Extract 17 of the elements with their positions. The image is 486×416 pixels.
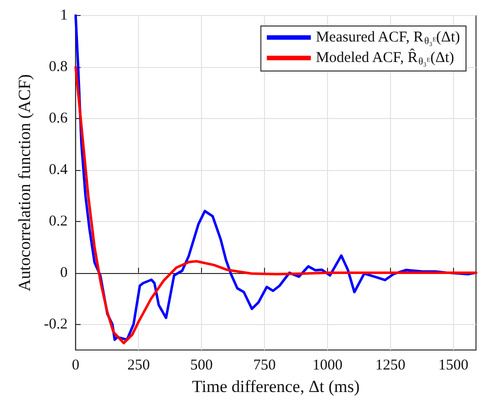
- x-tick-label: 0: [72, 358, 80, 374]
- y-tick-label: -0.2: [44, 316, 68, 332]
- y-axis-title: Autocorrelation function (ACF): [15, 74, 34, 292]
- y-tick-label: 0.6: [48, 110, 68, 126]
- line-series: [74, 66, 478, 344]
- y-tick-label: 0.8: [48, 58, 68, 75]
- y-tick-label: 0.4: [48, 162, 68, 178]
- x-tick-label: 1000: [312, 358, 342, 374]
- y-tick-label: 1: [60, 8, 68, 24]
- x-tick-label: 250: [127, 358, 150, 374]
- y-tick-label: 0: [60, 264, 68, 281]
- x-tick-label: 1250: [375, 358, 406, 374]
- x-tick-label: 500: [190, 358, 213, 374]
- x-tick-label: 1500: [438, 358, 468, 374]
- x-axis-title: Time difference, Δt (ms): [192, 377, 360, 396]
- x-tick-label: 750: [253, 358, 276, 374]
- y-tick-label: 0.2: [48, 213, 68, 230]
